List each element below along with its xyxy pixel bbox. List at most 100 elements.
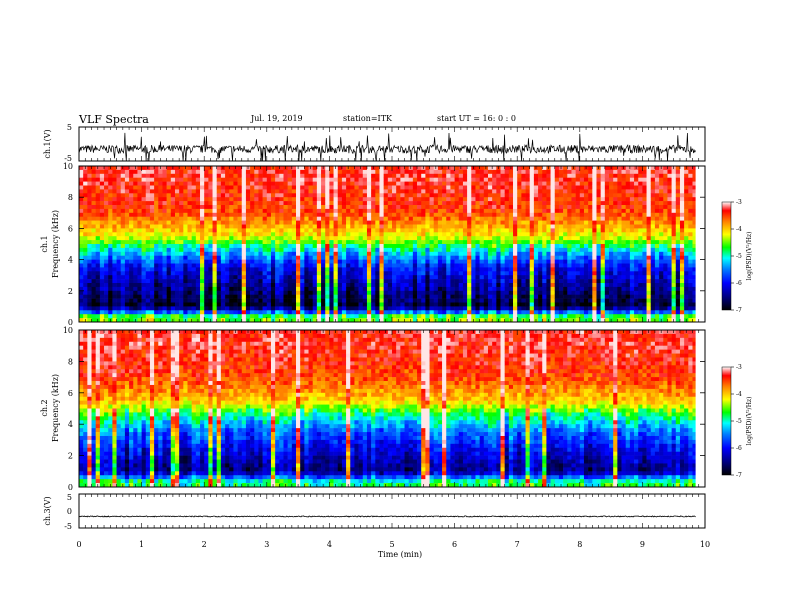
- spectrogram-cell: [329, 290, 334, 295]
- spectrogram-cell: [358, 224, 364, 229]
- spectrogram-cell: [195, 236, 201, 241]
- spectrogram-cell: [542, 185, 547, 190]
- spectrogram-cell: [383, 286, 389, 292]
- spectrogram-cell: [496, 244, 501, 249]
- spectrogram-cell: [575, 232, 581, 237]
- spectrogram-cell: [341, 286, 347, 292]
- spectrogram-cell: [195, 283, 201, 288]
- spectrogram-cell: [133, 244, 138, 249]
- spectrogram-cell: [233, 177, 238, 182]
- spectrogram-cell: [437, 244, 443, 249]
- spectrogram-cell: [225, 166, 230, 171]
- spectrogram-cell: [170, 173, 176, 178]
- spectrogram-cell: [383, 275, 389, 280]
- spectrogram-cell: [321, 283, 326, 288]
- spectrogram-cell: [492, 201, 497, 206]
- spectrogram-cell: [554, 306, 560, 311]
- spectrogram-cell: [454, 271, 460, 276]
- spectrogram-cell: [362, 247, 368, 253]
- spectrogram-cell: [283, 205, 288, 210]
- spectrogram-cell: [433, 189, 439, 194]
- spectrogram-cell: [387, 306, 393, 311]
- spectrogram-cell: [383, 177, 389, 182]
- spectrogram-cell: [425, 283, 430, 288]
- spectrogram-cell: [104, 271, 109, 276]
- spectrogram-cell: [99, 201, 105, 206]
- spectrogram-cell: [258, 310, 263, 315]
- spectrogram-cell: [454, 185, 460, 190]
- spectrogram-cell: [87, 290, 92, 295]
- spectrogram-cell: [99, 240, 105, 245]
- spectrogram-cell: [154, 302, 159, 307]
- spectrogram-cell: [183, 294, 188, 299]
- spectrogram-cell: [442, 205, 447, 210]
- spectrogram-cell: [233, 189, 238, 194]
- spectrogram-cell: [212, 310, 218, 315]
- spectrogram-cell: [592, 208, 597, 214]
- spectrogram-cell: [517, 298, 522, 303]
- spectrogram-cell: [558, 201, 564, 206]
- spectrogram-cell: [312, 267, 318, 272]
- spectrogram-cell: [567, 310, 572, 315]
- spectrogram-cell: [99, 286, 105, 292]
- spectrogram-cell: [408, 244, 414, 249]
- spectrogram-cell: [283, 247, 288, 253]
- spectrogram-cell: [254, 302, 259, 307]
- spectrogram-cell: [200, 166, 205, 171]
- spectrogram-cell: [321, 247, 326, 253]
- spectrogram-cell: [287, 251, 293, 256]
- spectrogram-cell: [425, 279, 430, 284]
- spectrogram-cell: [329, 197, 334, 202]
- spectrogram-cell: [542, 205, 547, 210]
- spectrogram-cell: [204, 310, 209, 315]
- spectrogram-cell: [475, 177, 480, 182]
- spectrogram-cell: [300, 181, 305, 186]
- spectrogram-cell: [245, 302, 251, 307]
- spectrogram-cell: [429, 201, 435, 206]
- spectrogram-cell: [479, 177, 485, 182]
- spectrogram-cell: [195, 185, 201, 190]
- spectrogram-cell: [513, 189, 518, 194]
- spectrogram-cell: [333, 306, 339, 311]
- spectrogram-cell: [237, 177, 243, 182]
- spectrogram-cell: [104, 290, 109, 295]
- spectrogram-cell: [179, 173, 184, 178]
- spectrogram-cell: [504, 294, 510, 299]
- spectrogram-cell: [154, 263, 159, 268]
- spectrogram-cell: [108, 279, 113, 284]
- spectrogram-cell: [174, 267, 180, 272]
- spectrogram-cell: [358, 197, 364, 202]
- spectrogram-cell: [446, 255, 451, 260]
- spectrogram-cell: [225, 279, 230, 284]
- spectrogram-cell: [450, 208, 455, 214]
- spectrogram-cell: [421, 251, 426, 256]
- spectrogram-cell: [487, 263, 493, 268]
- spectrogram-cell: [592, 290, 597, 295]
- spectrogram-cell: [454, 216, 460, 221]
- spectrogram-cell: [204, 302, 209, 307]
- spectrogram-cell: [250, 263, 255, 268]
- spectrogram-cell: [241, 279, 247, 284]
- spectrogram-cell: [496, 232, 501, 237]
- spectrogram-cell: [337, 173, 343, 178]
- spectrogram-cell: [583, 286, 589, 292]
- spectrogram-cell: [575, 240, 581, 245]
- spectrogram-cell: [492, 247, 497, 253]
- spectrogram-cell: [542, 216, 547, 221]
- spectrogram-cell: [412, 224, 418, 229]
- spectrogram-cell: [371, 240, 376, 245]
- spectrogram-cell: [108, 247, 113, 253]
- spectrogram-cell: [216, 193, 222, 198]
- spectrogram-cell: [254, 232, 259, 237]
- spectrogram-cell: [558, 177, 564, 182]
- spectrogram-cell: [358, 216, 364, 221]
- spectrogram-cell: [158, 298, 163, 303]
- spectrogram-cell: [550, 173, 556, 178]
- spectrogram-cell: [220, 169, 226, 175]
- spectrogram-cell: [158, 236, 163, 241]
- spectrogram-cell: [174, 232, 180, 237]
- spectrogram-cell: [392, 197, 397, 202]
- spectrogram-cell: [99, 267, 105, 272]
- spectrogram-cell: [87, 236, 92, 241]
- spectrogram-cell: [233, 220, 238, 225]
